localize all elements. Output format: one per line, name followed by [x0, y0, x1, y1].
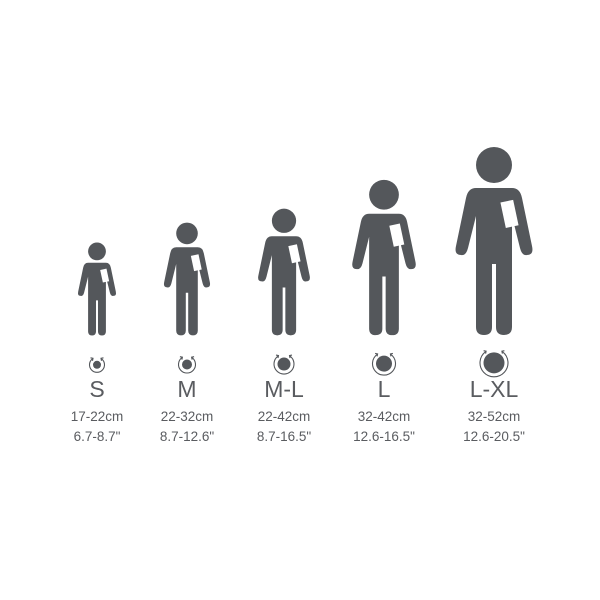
figure-body	[455, 188, 533, 335]
range-cm-m-l: 22-42cm	[257, 409, 311, 424]
figure-body	[163, 247, 211, 336]
figure-body	[258, 236, 310, 336]
size-label-m-l: M-L	[264, 376, 304, 402]
rotation-circle-icon	[177, 356, 197, 374]
range-inch-s: 6.7-8.7"	[73, 429, 121, 444]
range-inch-m-l: 8.7-16.5"	[256, 429, 312, 444]
rotation-circle-icon	[273, 354, 295, 375]
person-figure-icon	[258, 208, 310, 336]
rotation-circle-icon	[88, 357, 106, 373]
figure-body	[77, 262, 117, 336]
figure-head	[176, 222, 198, 245]
size-label-l: L	[377, 376, 391, 402]
figure-body	[352, 213, 416, 336]
arm-patch	[190, 254, 202, 272]
figure-head	[88, 242, 106, 261]
person-figure-icon	[352, 179, 416, 336]
range-inch-l-xl: 12.6-20.5"	[463, 429, 525, 444]
arm-patch	[389, 223, 405, 247]
arm-patch	[288, 244, 301, 264]
rotation-circle-icon	[479, 350, 509, 378]
figure-head	[476, 147, 512, 183]
arm-patch	[500, 199, 519, 228]
range-inch-m: 8.7-12.6"	[159, 429, 215, 444]
figure-head	[369, 179, 399, 210]
range-cm-m: 22-32cm	[160, 409, 214, 424]
person-figure-icon	[77, 242, 117, 336]
range-cm-l-xl: 32-52cm	[467, 409, 521, 424]
size-label-s: S	[89, 376, 105, 402]
size-label-l-xl: L-XL	[469, 376, 519, 402]
size-label-m: M	[177, 376, 197, 402]
person-figure-icon	[163, 222, 211, 336]
figure-head	[271, 208, 297, 233]
range-cm-s: 17-22cm	[70, 409, 124, 424]
person-figure-icon	[455, 147, 533, 335]
rotation-circle-icon	[371, 352, 397, 376]
range-inch-l: 12.6-16.5"	[353, 429, 415, 444]
arm-patch	[100, 268, 110, 283]
range-cm-l: 32-42cm	[357, 409, 411, 424]
